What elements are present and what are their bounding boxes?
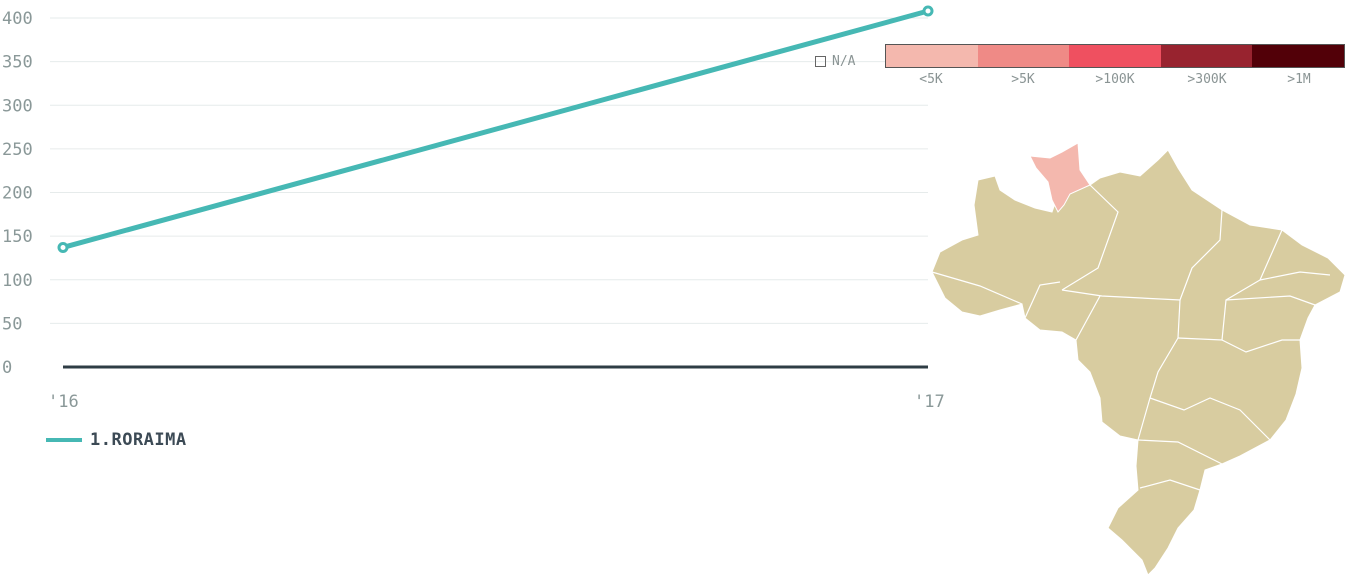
color-scale-label: >100K: [1095, 72, 1135, 87]
data-point: [57, 241, 69, 253]
y-tick-label: 400: [2, 9, 33, 29]
color-scale-swatch: [977, 45, 1070, 67]
y-tick-label: 0: [2, 358, 12, 378]
y-tick-label: 150: [2, 227, 33, 247]
map-state-borders: [931, 184, 1331, 491]
color-scale-label: >300K: [1187, 72, 1227, 87]
chart-legend: 1.RORAIMA: [46, 430, 187, 450]
gridlines: [50, 17, 928, 369]
y-axis-ticks: 0 50 100 150 200 250 300 350 400: [2, 9, 33, 378]
x-tick-label: '16: [48, 392, 79, 412]
data-point: [922, 5, 934, 17]
color-scale-label: >5K: [1011, 72, 1035, 87]
color-scale-swatch: [1069, 45, 1161, 67]
legend-swatch: [46, 438, 82, 442]
color-scale-label: >1M: [1287, 72, 1311, 87]
y-tick-label: 300: [2, 96, 33, 116]
x-axis-ticks: '16 '17: [48, 392, 945, 412]
y-tick-label: 200: [2, 184, 33, 204]
brazil-map: [931, 142, 1346, 576]
color-scale-swatch: [886, 45, 978, 67]
color-scale-swatch: [1252, 45, 1344, 67]
y-tick-label: 50: [2, 314, 22, 334]
y-tick-label: 250: [2, 140, 33, 160]
x-tick-label: '17: [914, 392, 945, 412]
line-chart: 0 50 100 150 200 250 300 350 400 '16 '17: [2, 5, 945, 412]
map-brazil-outline: [931, 142, 1346, 576]
y-tick-label: 350: [2, 53, 33, 73]
legend-label: 1.RORAIMA: [90, 430, 187, 450]
color-scale-bar: [885, 44, 1345, 68]
series-layer: [57, 5, 934, 253]
color-scale-labels: <5K >5K >100K >300K >1M: [885, 68, 1345, 87]
series-line: [60, 8, 931, 250]
color-scale-legend: <5K >5K >100K >300K >1M: [885, 44, 1345, 87]
color-scale-label: <5K: [919, 72, 943, 87]
color-scale-swatch: [1160, 45, 1253, 67]
na-label: N/A: [832, 54, 856, 69]
na-legend: N/A: [815, 54, 855, 69]
na-swatch: [815, 56, 826, 67]
map-state-roraima: [1029, 142, 1091, 213]
y-tick-label: 100: [2, 271, 33, 291]
